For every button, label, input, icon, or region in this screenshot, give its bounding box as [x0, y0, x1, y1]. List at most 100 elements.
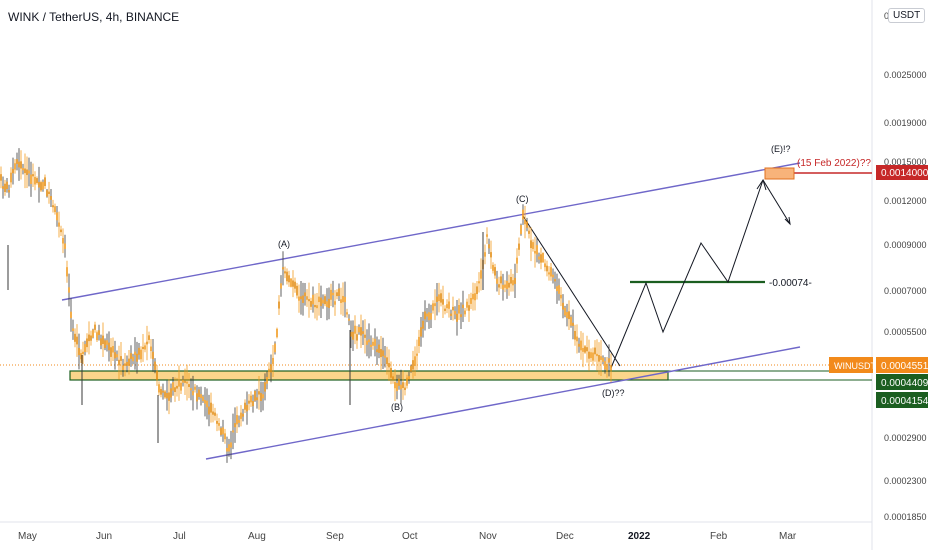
candle-body: [212, 411, 214, 415]
y-tick: 0.0025000: [884, 70, 927, 80]
candle-body: [314, 304, 316, 308]
candle-body: [332, 292, 334, 296]
candle-body: [510, 276, 512, 284]
candle-body: [486, 234, 488, 237]
channel-upper-line: [61, 162, 801, 301]
candle-body: [328, 298, 330, 308]
candle-body: [550, 267, 552, 277]
candle-body: [232, 430, 234, 433]
candle-body: [394, 382, 396, 389]
candle-body: [500, 276, 502, 284]
candles-group: [0, 148, 612, 463]
x-tick: Aug: [248, 531, 266, 542]
candle-body: [262, 394, 264, 399]
candle-body: [382, 350, 384, 357]
candle-body: [512, 280, 514, 286]
candle-body: [204, 399, 206, 404]
candle-body: [358, 326, 360, 333]
candle-body: [244, 402, 246, 410]
candle-body: [522, 209, 524, 220]
target-price-text: 0.0014000: [881, 168, 929, 179]
candle-body: [364, 334, 366, 338]
symbol-badge: [829, 357, 873, 373]
candle-body: [380, 348, 382, 358]
x-tick: Mar: [779, 531, 797, 542]
candle-body: [346, 312, 348, 315]
x-tick: Jun: [96, 531, 112, 542]
candle-body: [554, 279, 556, 282]
candle-body: [194, 386, 196, 390]
candle-body: [54, 206, 56, 213]
candle-body: [304, 292, 306, 297]
candle-body: [548, 272, 550, 275]
candle-body: [366, 340, 368, 345]
candle-body: [120, 356, 122, 361]
candle-body: [12, 168, 14, 174]
candle-body: [428, 312, 430, 321]
candle-body: [210, 402, 212, 413]
candle-body: [476, 286, 478, 295]
y-tick: 0.0009000: [884, 240, 927, 250]
symbol-text: WINUSDT: [834, 361, 876, 371]
candle-body: [108, 342, 110, 351]
candle-body: [322, 299, 324, 304]
candle-body: [20, 161, 22, 169]
candle-body: [26, 169, 28, 176]
candle-body: [402, 382, 404, 389]
currency-selector[interactable]: USDT: [888, 8, 926, 23]
candle-body: [330, 289, 332, 300]
candle-body: [602, 357, 604, 362]
candle-body: [228, 444, 230, 452]
candle-body: [336, 292, 338, 297]
candle-body: [492, 264, 494, 271]
candle-body: [424, 311, 426, 320]
candle-body: [608, 358, 610, 363]
candle-body: [180, 382, 182, 391]
candle-body: [88, 334, 90, 342]
candle-body: [562, 302, 564, 310]
target-price-badge: [876, 165, 928, 180]
candle-body: [36, 178, 38, 183]
candle-body: [10, 172, 12, 183]
candle-body: [470, 297, 472, 304]
candle-body: [170, 388, 172, 398]
candle-body: [516, 257, 518, 264]
candle-body: [324, 296, 326, 305]
candle-body: [50, 196, 52, 200]
candle-body: [274, 343, 276, 353]
candle-body: [208, 406, 210, 415]
candle-body: [86, 338, 88, 348]
candle-body: [570, 316, 572, 326]
candle-body: [518, 243, 520, 250]
candle-body: [490, 252, 492, 258]
candle-body: [376, 349, 378, 353]
candle-body: [464, 310, 466, 315]
candle-body: [60, 229, 62, 233]
projected-rise-arrowhead: [756, 178, 767, 191]
candle-body: [370, 344, 372, 347]
candle-body: [454, 311, 456, 315]
candle-body: [334, 301, 336, 305]
candle-body: [542, 252, 544, 263]
candle-body: [4, 183, 6, 192]
candle-body: [174, 387, 176, 393]
candle-body: [448, 301, 450, 309]
candle-body: [158, 384, 160, 393]
candle-body: [344, 296, 346, 303]
candle-body: [214, 412, 216, 416]
candle-body: [586, 347, 588, 352]
candle-body: [504, 284, 506, 288]
candle-body: [406, 377, 408, 386]
candle-body: [398, 378, 400, 386]
candle-body: [142, 346, 144, 350]
candle-body: [82, 351, 84, 355]
candle-body: [272, 357, 274, 365]
candle-body: [468, 305, 470, 311]
wave-d-label: (D)??: [602, 388, 625, 398]
candle-body: [404, 387, 406, 391]
candle-body: [326, 301, 328, 308]
candle-body: [178, 379, 180, 387]
support-bottom-badge: [876, 392, 928, 408]
